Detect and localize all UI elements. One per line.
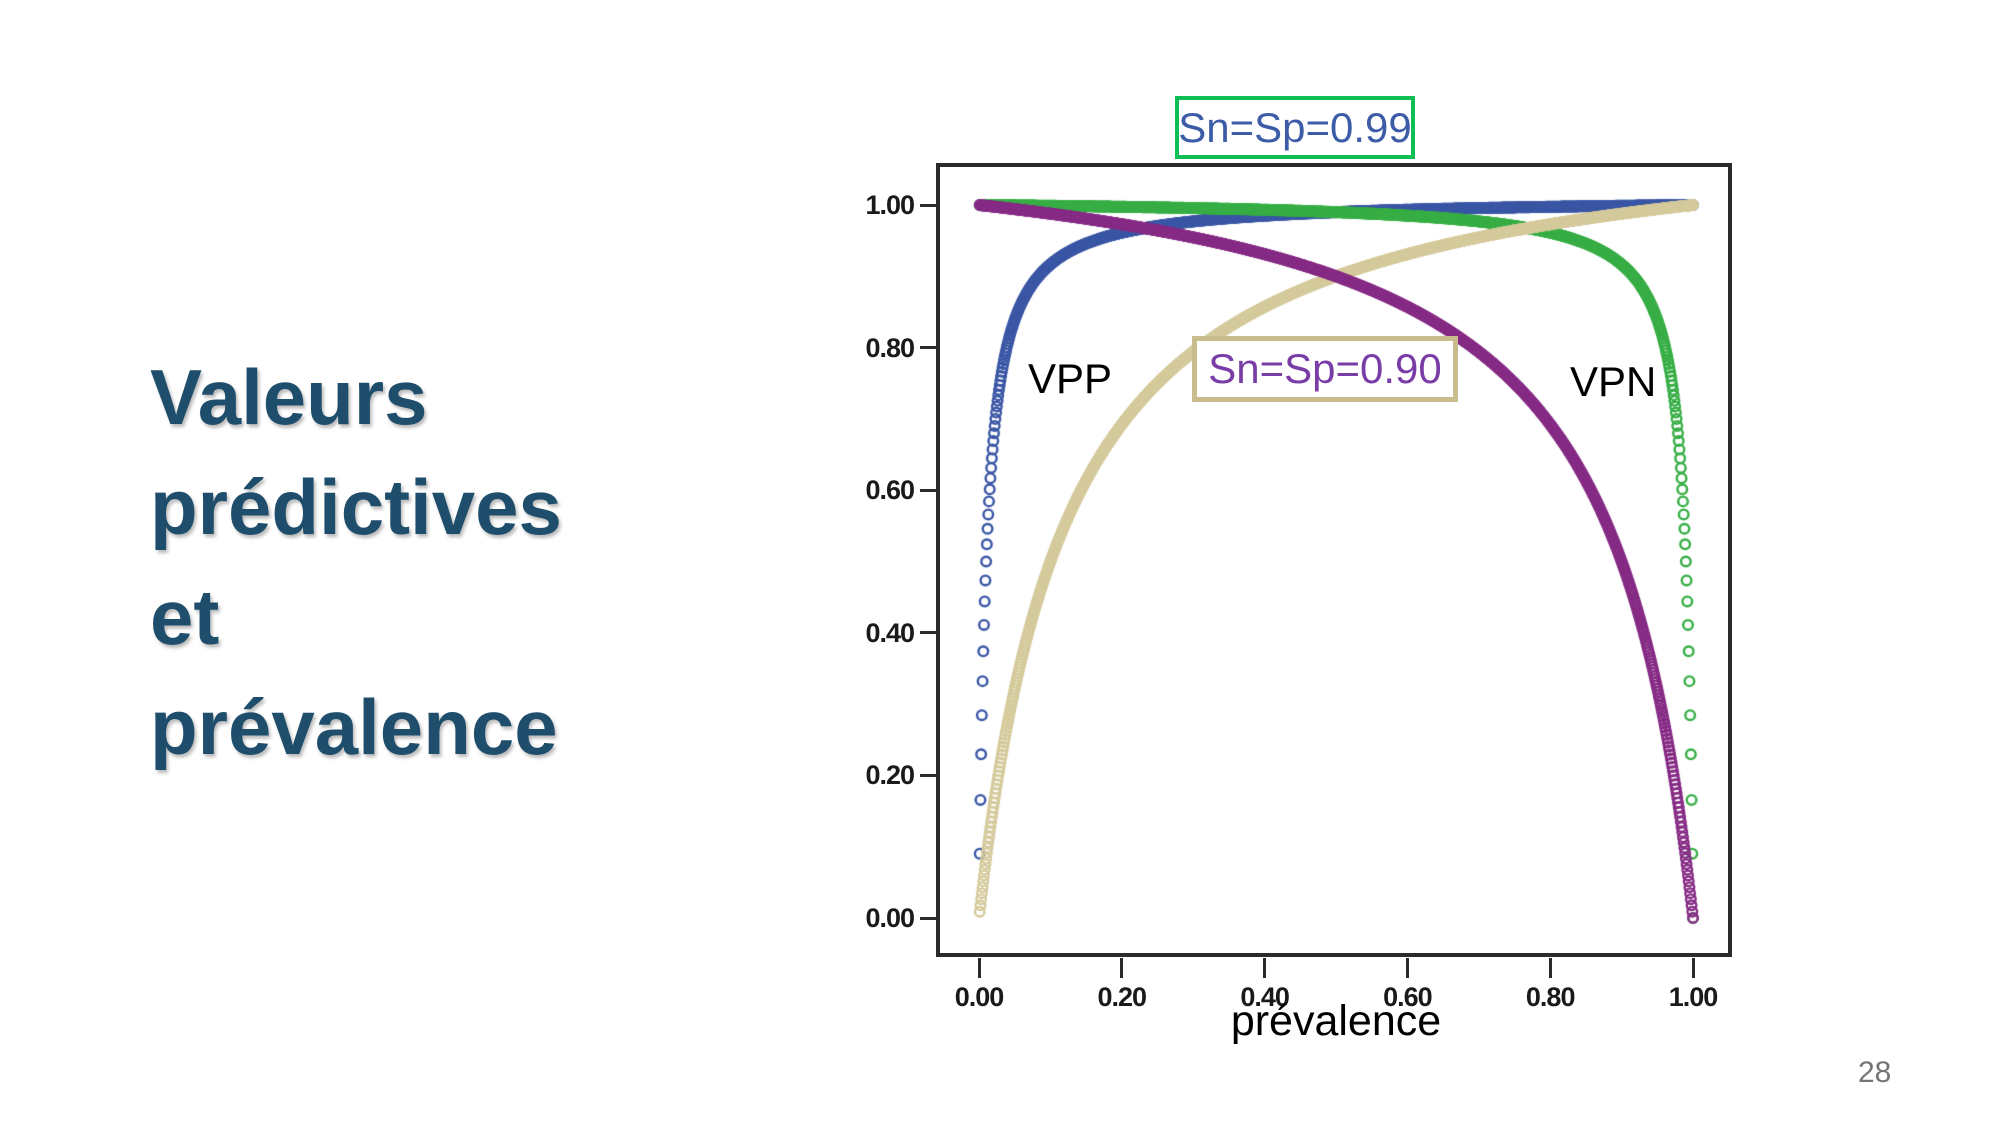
- y-axis-tick-label: 0.80: [865, 332, 915, 363]
- y-axis-tick-label: 1.00: [865, 190, 915, 220]
- y-axis-tick-mark: [920, 631, 938, 635]
- x-axis-tick-label: 0.80: [1525, 982, 1576, 1012]
- annotation-sn-sp-099: Sn=Sp=0.99: [1175, 96, 1415, 159]
- annotation-sn-sp-099-text: Sn=Sp=0.99: [1178, 103, 1412, 151]
- y-axis-tick-mark: [920, 488, 938, 492]
- x-axis-tick-label: 0.60: [1383, 982, 1433, 1012]
- y-axis-tick-label: 0.20: [865, 760, 915, 791]
- x-axis-tick-label: 1.00: [1668, 982, 1719, 1012]
- x-axis-tick-label: 0.20: [1097, 982, 1148, 1012]
- vpp-curve-label: VPP: [1028, 355, 1113, 402]
- y-axis-tick-label: 0.60: [865, 475, 915, 506]
- x-axis-tick-label: 0.40: [1240, 982, 1290, 1012]
- x-axis-title: prévalence: [1230, 997, 1442, 1045]
- vpn-curve-label: VPN: [1570, 358, 1657, 405]
- x-axis-tick-mark: [1120, 958, 1124, 978]
- annotation-sn-sp-090: Sn=Sp=0.90: [1192, 336, 1458, 402]
- y-axis-tick-label: 0.00: [865, 903, 915, 933]
- x-axis-tick-mark: [1405, 958, 1409, 978]
- x-axis-tick-mark: [1263, 958, 1267, 978]
- y-axis-tick-mark: [920, 916, 938, 920]
- y-axis-tick-mark: [920, 773, 938, 777]
- y-axis-tick-label: 0.40: [865, 617, 915, 648]
- page-number: 28: [1858, 1056, 1892, 1089]
- annotation-sn-sp-090-text: Sn=Sp=0.90: [1208, 345, 1442, 392]
- y-axis-tick-mark: [920, 346, 938, 350]
- x-axis-tick-label: 0.00: [954, 982, 1005, 1012]
- x-axis-tick-mark: [977, 958, 981, 978]
- y-axis-tick-mark: [920, 203, 938, 207]
- x-axis-tick-mark: [1548, 958, 1552, 978]
- x-axis-tick-mark: [1691, 958, 1695, 978]
